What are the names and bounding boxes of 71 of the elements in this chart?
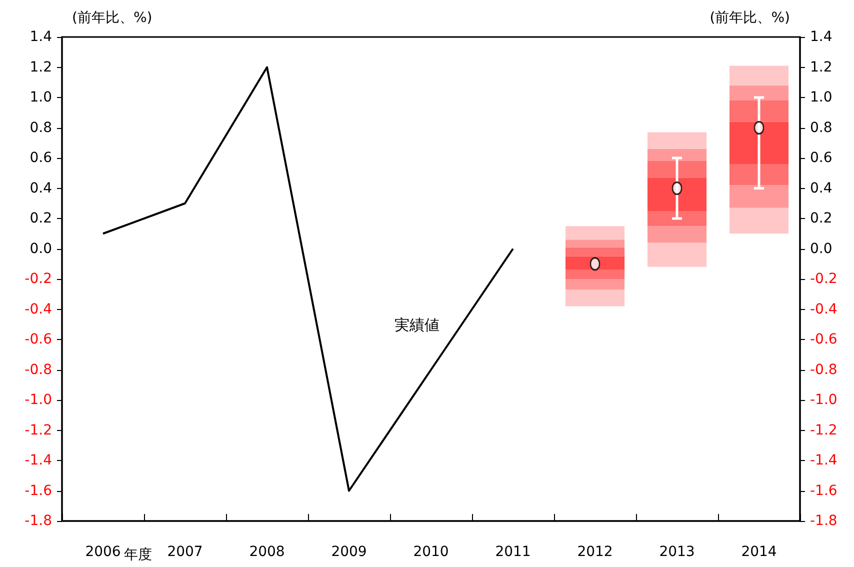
bar [647,132,707,149]
y2-axis-title: (前年比、%) [710,10,790,26]
y-tick-label: 0.8 [30,120,52,136]
bar [729,85,789,101]
bar [647,226,707,243]
line-series [102,66,514,492]
y2-tick-label: -0.4 [810,301,838,318]
y-tick-label: -1.6 [24,482,52,499]
y-tick-label: 0.4 [30,180,52,196]
y2-tick-label: -1.4 [810,452,838,468]
y-axis-title: (前年比、%) [72,10,152,26]
y2-tick-label: 0.4 [810,180,832,196]
y-tick-label: 0.6 [30,150,52,166]
y-tick-label: -1.8 [24,513,52,529]
bar [647,242,707,267]
y2-tick-label: 1.0 [810,90,832,106]
y-tick-label: -0.6 [24,332,52,348]
bar [729,122,789,164]
y2-tick-label: -0.2 [810,271,838,287]
bar [565,240,625,248]
y-tick-label: 1.4 [30,29,52,45]
y-tick-label: -1.0 [24,392,52,408]
x-tick-label: 2013 [659,544,695,560]
bar [565,270,625,279]
y2-tick-label: 1.4 [810,29,832,45]
bar [565,226,625,240]
bar [729,185,789,208]
bar [647,148,707,162]
y-tick-label: 1.0 [30,90,52,106]
bar [729,100,789,122]
x-tick-label: 2007 [167,544,203,560]
y2-tick-label: -1.0 [810,392,838,408]
y2-tick-label: -1.6 [810,482,838,499]
y-tick-label: -0.8 [24,362,52,378]
y2-tick-label: -1.2 [810,422,838,438]
y2-tick-label: 0.0 [810,240,832,257]
point [590,257,600,271]
x-tick-label: 2011 [495,544,531,560]
y-tick-label: 0.2 [30,210,52,226]
bar [565,247,625,256]
bar [565,279,625,290]
x-tick-label: 2014 [741,544,777,560]
point [754,121,764,134]
y-tick-label: 0.0 [30,240,52,257]
bar [647,161,707,178]
y2-tick-label: 0.8 [810,120,832,136]
y2-tick-label: -0.8 [810,362,838,378]
y-tick-label: -1.2 [24,422,52,438]
y2-tick-label: -1.8 [810,513,838,529]
bar [647,210,707,226]
bar [729,208,789,234]
bar [565,290,625,306]
bar [647,178,707,211]
y-tick-label: -1.4 [24,452,52,468]
y-tick-label: -0.4 [24,301,52,318]
y2-tick-label: 0.6 [810,150,832,166]
y2-tick-label: 0.2 [810,210,832,226]
bar [729,164,789,186]
y2-tick-label: 1.2 [810,59,832,76]
y2-tick-label: -0.6 [810,332,838,348]
x-tick-label: 2008 [249,544,285,560]
y-tick-label: -0.2 [24,271,52,287]
bar [729,66,789,86]
x-tick-label: 2009 [331,544,367,560]
x-tick-label: 2006 [85,544,121,560]
y-tick-label: 1.2 [30,59,52,76]
x-tick-label: 2012 [577,544,613,560]
x-axis-title: 年度 [124,547,152,563]
x-tick-label: 2010 [413,544,449,560]
point [672,182,682,195]
annotation: 実績値 [394,316,440,334]
